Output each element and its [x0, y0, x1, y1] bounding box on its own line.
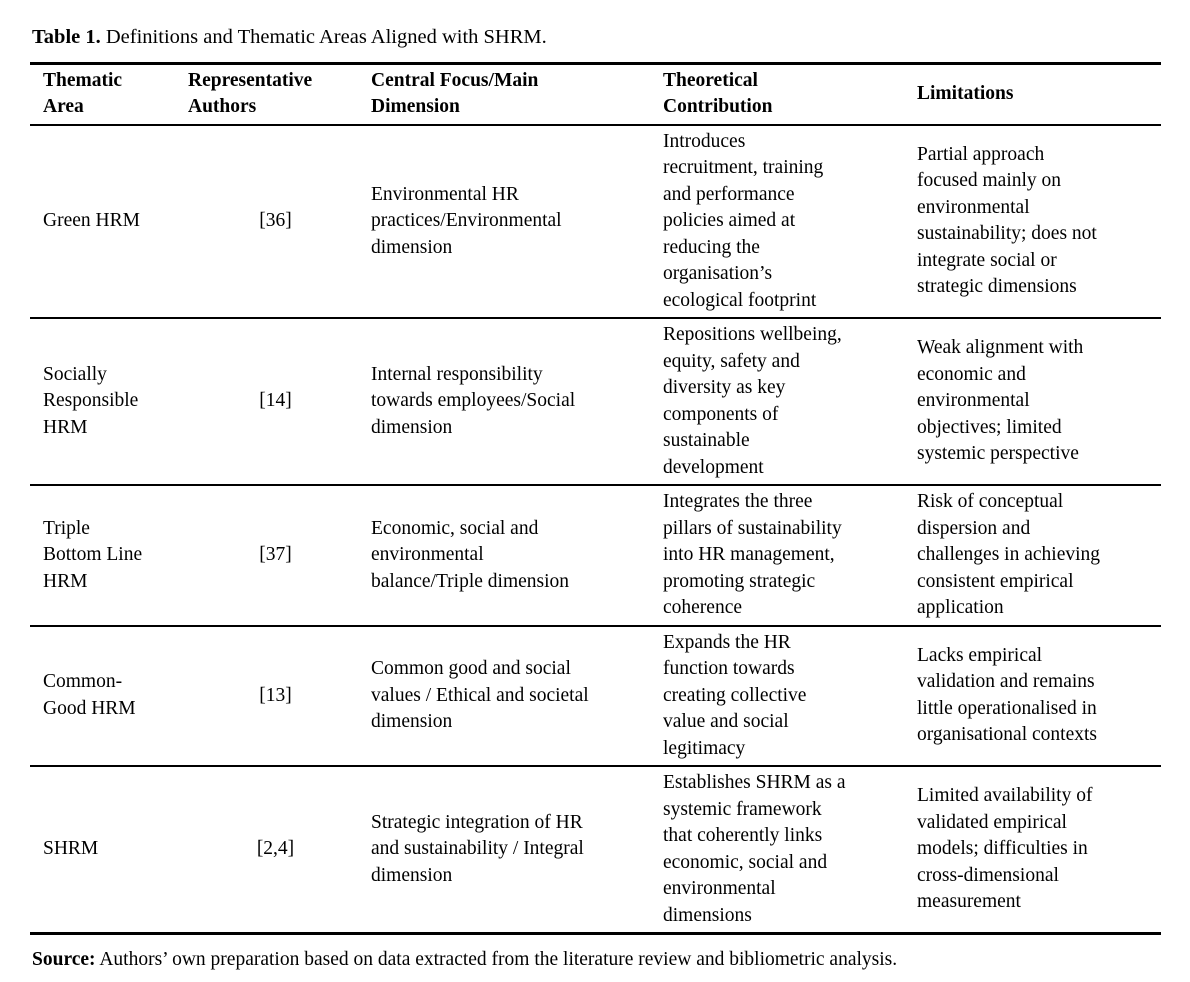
column-header-central_focus: Central Focus/Main Dimension [371, 63, 663, 126]
column-header-thematic_area: Thematic Area [30, 63, 188, 126]
cell-central_focus: Economic, social and environmental balan… [371, 485, 663, 627]
header-row: Thematic Area Representative Authors Centr… [30, 63, 1161, 126]
source-note: Source: Authors’ own preparation based o… [32, 947, 1163, 973]
column-header-authors: Representative Authors [188, 63, 371, 126]
cell-central_focus: Strategic integration of HR and sustaina… [371, 811, 584, 886]
cell-contribution: Integrates the three pillars of sustaina… [663, 485, 917, 627]
table-row: Green HRM [36] Environmental HR practices/… [30, 124, 1161, 320]
table-row: SHRM [2,4] Strategic integration of HR and… [30, 766, 1161, 934]
table-row: Socially Responsible HRM [14] Internal res… [30, 318, 1161, 487]
cell-thematic_area: Socially Responsible HRM [30, 318, 188, 487]
source-note-label: Source: [32, 949, 96, 971]
table-row: Triple Bottom Line HRM [37] Economic, soci… [30, 485, 1161, 627]
column-header-contribution: Theoretical Contribution [663, 63, 917, 126]
cell-limitations: Limited availability of validated empiri… [917, 785, 1093, 913]
cell-central_focus: Environmental HR practices/Environmental… [371, 124, 663, 320]
cell-contribution: Expands the HR function towards creating… [663, 625, 917, 768]
cell-thematic_area: SHRM [43, 838, 99, 860]
cell-limitations: Lacks empirical validation and remains l… [917, 625, 1161, 768]
table-caption: Table 1. Definitions and Thematic Areas … [32, 24, 1161, 51]
cell-authors: [13] [188, 625, 371, 768]
cell-contribution: Introduces recruitment, training and per… [663, 124, 917, 320]
cell-thematic_area: Common- Good HRM [30, 625, 188, 768]
cell-limitations: Partial approach focused mainly on envir… [917, 124, 1161, 320]
source-note-text: Authors’ own preparation based on data e… [95, 949, 898, 971]
column-header-limitations: Limitations [917, 63, 1161, 126]
cell-central_focus: Common good and social values / Ethical … [371, 625, 663, 768]
cell-authors: [14] [188, 318, 371, 487]
definitions-table: Thematic Area Representative Authors Centr… [30, 61, 1161, 936]
cell-limitations: Weak alignment with economic and environ… [917, 318, 1161, 487]
table-caption-text: Definitions and Thematic Areas Aligned w… [100, 26, 547, 48]
cell-limitations: Risk of conceptual dispersion and challe… [917, 485, 1161, 627]
cell-thematic_area: Green HRM [30, 124, 188, 320]
table-caption-number: Table 1. [32, 26, 101, 48]
cell-thematic_area: Triple Bottom Line HRM [30, 485, 188, 627]
cell-authors: [2,4] [256, 838, 295, 860]
table-row: Common- Good HRM [13] Common good and soci… [30, 625, 1161, 768]
cell-central_focus: Internal responsibility towards employee… [371, 318, 663, 487]
table-header: Thematic Area Representative Authors Centr… [30, 63, 1161, 126]
cell-authors: [36] [188, 124, 371, 320]
cell-contribution: Establishes SHRM as a systemic framework… [663, 772, 846, 926]
cell-contribution: Repositions wellbeing, equity, safety an… [663, 318, 917, 487]
cell-authors: [37] [188, 485, 371, 627]
table-body: Green HRM [36] Environmental HR practices/… [30, 124, 1161, 934]
